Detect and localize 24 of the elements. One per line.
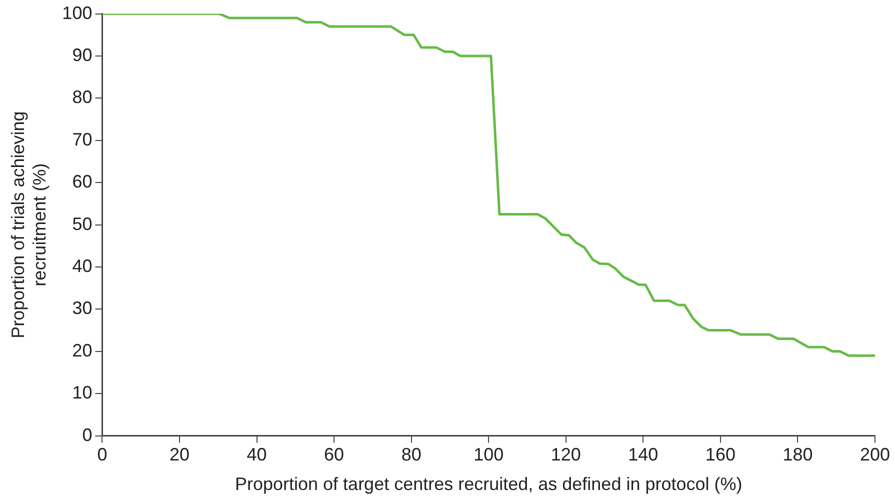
y-tick-label: 80 [72, 87, 92, 108]
x-tick-label: 140 [628, 444, 658, 465]
y-tick-label: 10 [72, 382, 92, 403]
x-tick-label: 80 [401, 444, 422, 465]
x-tick-label: 100 [474, 444, 504, 465]
y-tick-label: 70 [72, 129, 92, 150]
x-tick-label: 60 [324, 444, 344, 465]
y-tick-label: 90 [72, 44, 92, 65]
y-tick-label: 40 [72, 256, 92, 276]
y-tick-label: 100 [62, 2, 92, 23]
x-tick-label: 180 [782, 444, 813, 465]
x-tick-label: 0 [97, 444, 108, 465]
y-tick-label: 50 [72, 214, 92, 234]
y-tick-label: 60 [72, 172, 92, 192]
x-tick-label: 160 [705, 444, 736, 465]
y-axis-title: Proportion of trials achieving recruitment (%) [8, 111, 50, 338]
x-axis-title: Proportion of target centres recruited, as defined in protocol (%) [234, 474, 742, 494]
y-tick-label: 0 [82, 424, 92, 445]
x-tick-label: 200 [860, 444, 890, 465]
x-tick-label: 120 [550, 444, 581, 465]
y-tick-label: 30 [72, 298, 92, 318]
x-tick-label: 40 [246, 444, 267, 465]
x-tick-label: 20 [169, 444, 190, 465]
y-tick-label: 20 [72, 340, 92, 360]
